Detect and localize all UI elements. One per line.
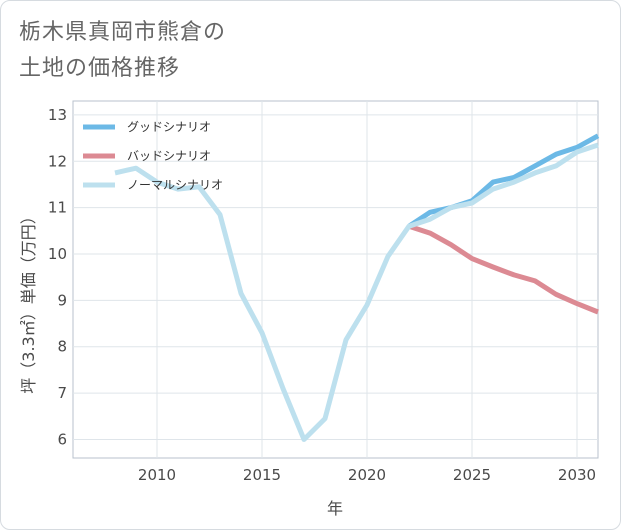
y-tick-label: 7 <box>57 384 67 402</box>
x-tick-label: 2010 <box>138 466 176 484</box>
y-tick-label: 6 <box>57 430 67 448</box>
legend-label: ノーマルシナリオ <box>127 178 223 192</box>
x-tick-label: 2015 <box>243 466 281 484</box>
y-tick-label: 8 <box>57 338 67 356</box>
y-tick-label: 11 <box>48 199 67 217</box>
series-line <box>408 223 599 315</box>
y-tick-label: 13 <box>48 106 67 124</box>
y-tick-label: 9 <box>57 291 67 309</box>
x-tick-label: 2030 <box>558 466 596 484</box>
grid-lines <box>73 101 598 458</box>
axis-ticks: 6 7 8 9 10 11 12 13 2010 2015 2020 2025 2030 <box>48 106 596 484</box>
series-lines <box>114 133 600 442</box>
x-tick-label: 2020 <box>348 466 386 484</box>
x-tick-label: 2025 <box>453 466 491 484</box>
plot-area <box>72 100 599 459</box>
legend-label: バッドシナリオ <box>127 149 211 163</box>
y-tick-label: 12 <box>48 152 67 170</box>
x-axis-label: 年 <box>327 499 343 518</box>
title-line-2: 土地の価格推移 <box>19 56 181 81</box>
y-tick-label: 10 <box>48 245 67 263</box>
y-axis-label: 坪（3.3㎡）単価（万円） <box>19 208 38 393</box>
title-line-1: 栃木県真岡市熊倉の <box>19 20 227 45</box>
chart-title: 栃木県真岡市熊倉の 土地の価格推移 <box>19 15 226 87</box>
legend-label: グッドシナリオ <box>127 120 211 134</box>
series-line <box>114 142 599 442</box>
series-line <box>407 133 600 229</box>
